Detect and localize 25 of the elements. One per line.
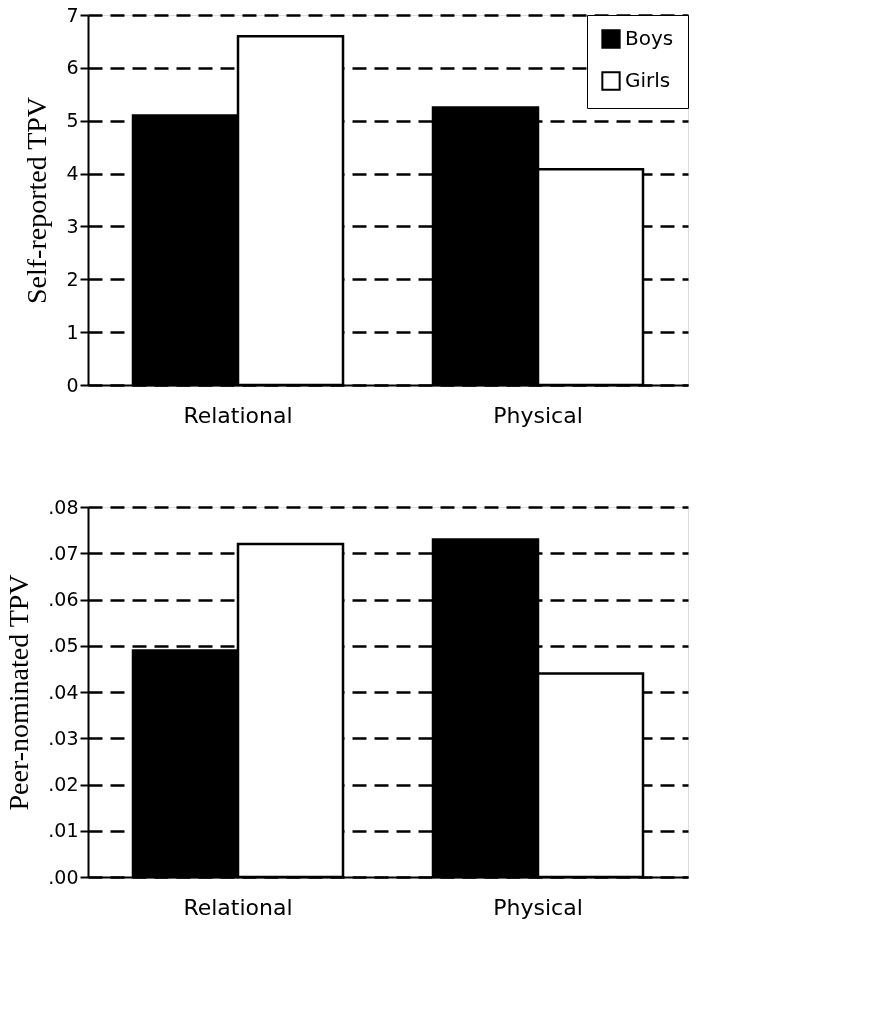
x-tick-label: Relational [183, 894, 293, 920]
y-tick-label: .02 [48, 773, 79, 795]
legend-label: Boys [625, 26, 674, 50]
y-tick-label: .00 [48, 865, 79, 888]
y-tick-label: 5 [66, 109, 79, 132]
y-tick-label: 2 [66, 267, 79, 290]
y-tick-label: .04 [48, 680, 79, 703]
y-tick-label: 6 [66, 56, 79, 79]
x-tick-label: Relational [183, 402, 293, 428]
y-tick-label: .01 [48, 819, 79, 842]
x-tick-label: Physical [493, 402, 583, 428]
y-tick-label: 3 [66, 214, 79, 237]
y-tick-label: 4 [66, 162, 79, 185]
y-tick-label: .03 [48, 726, 79, 749]
y-tick-label: .05 [48, 634, 79, 657]
y-tick-label: .08 [48, 495, 79, 518]
y-tick-label: .07 [48, 541, 79, 564]
y-tick-label: 7 [66, 3, 79, 26]
x-tick-label: Physical [493, 894, 583, 920]
y-axis-title: Self-reported TPV [21, 96, 53, 305]
y-tick-label: 1 [66, 320, 79, 343]
y-tick-label: 0 [66, 373, 79, 396]
legend-label: Girls [625, 68, 671, 92]
y-tick-label: .06 [48, 588, 79, 610]
y-axis-title: Peer-nominated TPV [3, 574, 35, 811]
